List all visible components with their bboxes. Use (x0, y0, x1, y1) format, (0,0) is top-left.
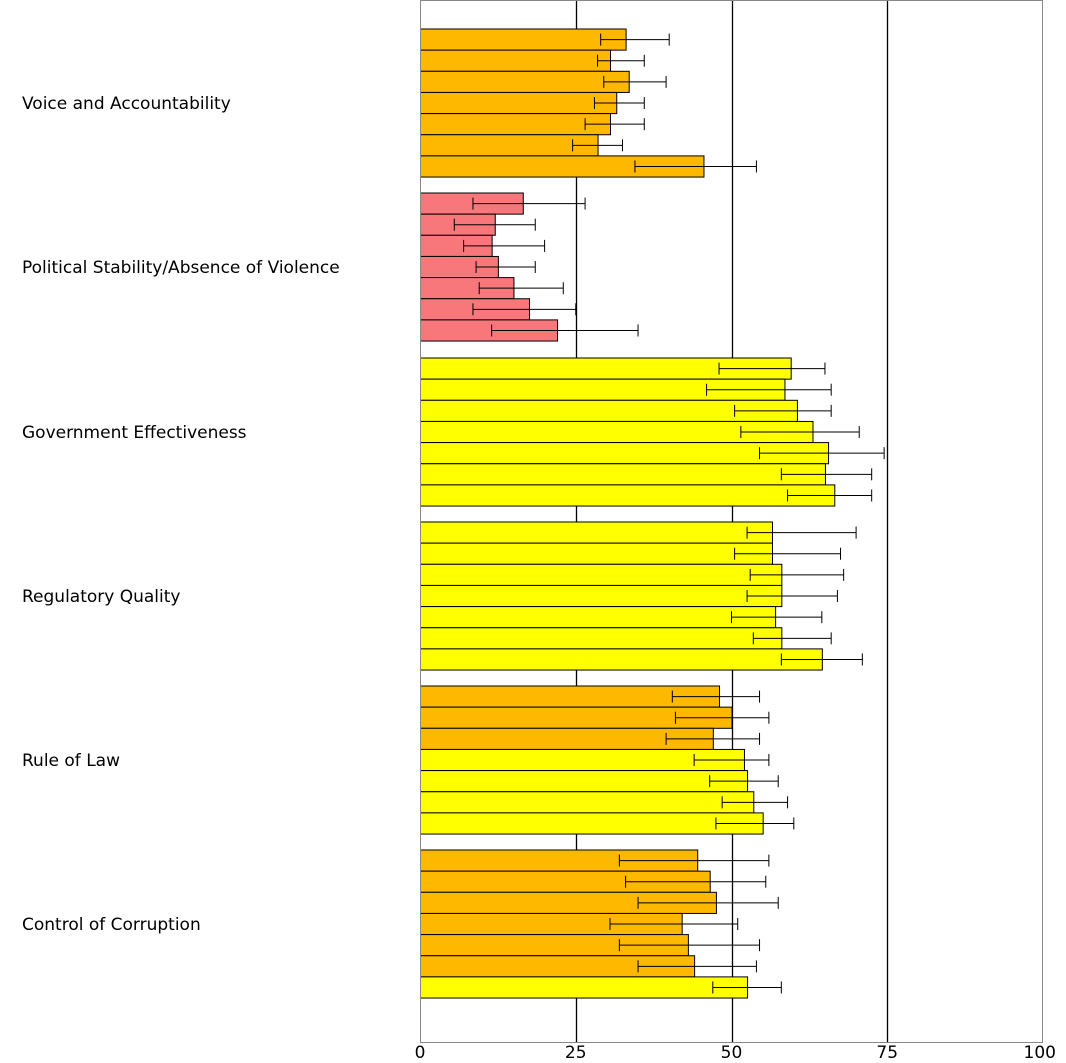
error-bar (478, 282, 564, 295)
error-bar (475, 261, 536, 274)
bar (420, 770, 749, 793)
error-bar (618, 939, 761, 952)
error-bar (584, 118, 645, 131)
error-bar (746, 590, 838, 603)
category-labels: Voice and Accountability Political Stabil… (22, 94, 340, 935)
x-tick-label: 0 (415, 1043, 426, 1063)
bar (420, 542, 773, 565)
error-bar (740, 426, 860, 439)
bar (420, 134, 599, 157)
error-bar (671, 690, 761, 703)
error-bar (734, 547, 842, 560)
x-tick-label: 100 (1024, 1043, 1056, 1063)
error-bar (637, 896, 779, 909)
error-bar (597, 54, 645, 67)
bar (420, 521, 773, 544)
error-bar (491, 324, 639, 337)
error-bar (746, 526, 857, 539)
error-bar (453, 218, 536, 231)
error-bar (749, 568, 845, 581)
error-bar (637, 960, 757, 973)
bar (420, 28, 627, 51)
x-axis-tick-labels: 0 25 50 75 100 (415, 1043, 1056, 1063)
error-bar (600, 33, 670, 46)
bar (420, 606, 777, 629)
error-bar (709, 775, 779, 788)
category-label: Regulatory Quality (22, 587, 180, 607)
error-bar (712, 981, 782, 994)
category-label: Political Stability/Absence of Violence (22, 258, 340, 278)
bars (420, 28, 836, 999)
category-label: Rule of Law (22, 751, 120, 771)
bar (420, 812, 764, 835)
error-bar (780, 468, 873, 481)
bar (420, 648, 823, 671)
error-bar (752, 632, 832, 645)
x-tick-label: 25 (565, 1043, 587, 1063)
bar (420, 484, 836, 507)
bar (420, 976, 749, 999)
error-bar (706, 383, 832, 396)
error-bar (603, 75, 667, 88)
bar (420, 627, 783, 650)
error-bar (472, 197, 586, 210)
error-bar (609, 918, 739, 931)
error-bar (718, 362, 826, 375)
error-bar (618, 854, 770, 867)
bar (420, 49, 612, 72)
x-tick-label: 50 (721, 1043, 743, 1063)
x-tick-label: 75 (876, 1043, 898, 1063)
error-bar (472, 303, 577, 316)
error-bar (634, 160, 757, 173)
error-bar (787, 489, 873, 502)
bar (420, 113, 612, 136)
plot-frame (420, 0, 1043, 1043)
bar (420, 791, 755, 814)
bar (420, 463, 826, 486)
error-bar (693, 754, 770, 767)
category-label: Control of Corruption (22, 915, 201, 935)
bar (420, 584, 783, 608)
error-bar (463, 239, 546, 252)
error-bar (625, 875, 767, 888)
error-bars (453, 33, 885, 994)
error-bar (665, 732, 761, 745)
error-bar (759, 447, 885, 460)
error-bar (731, 611, 823, 624)
category-label: Government Effectiveness (22, 423, 247, 443)
bar (420, 563, 783, 586)
error-bar (572, 139, 623, 152)
bar (420, 91, 618, 115)
bar (420, 70, 630, 93)
error-bar (674, 711, 770, 724)
category-label: Voice and Accountability (22, 94, 231, 114)
error-bar (593, 97, 645, 110)
error-bar (780, 653, 863, 666)
error-bar (715, 817, 795, 830)
error-bar (734, 404, 832, 417)
error-bar (721, 796, 789, 809)
